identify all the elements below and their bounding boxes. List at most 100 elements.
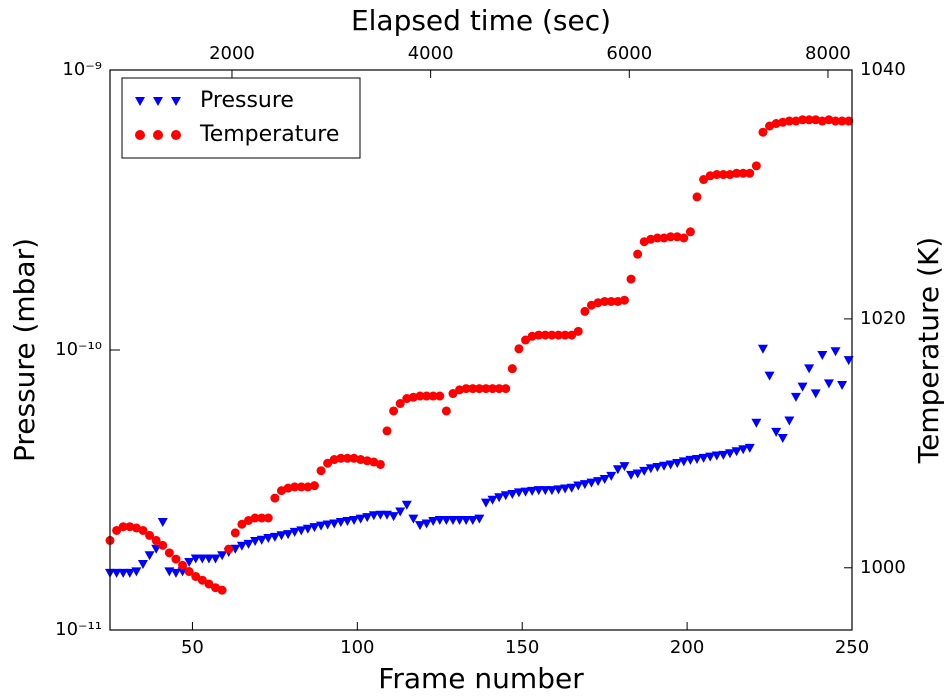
x-tick-label: 50: [181, 637, 204, 658]
pressure-point: [236, 541, 247, 551]
pressure-point: [421, 519, 432, 529]
temperature-point: [712, 170, 722, 180]
pressure-point: [467, 516, 478, 526]
pressure-point: [118, 568, 129, 578]
pressure-point: [744, 443, 755, 453]
temperature-point: [501, 384, 511, 394]
pressure-point: [368, 511, 379, 521]
pressure-point: [480, 498, 491, 508]
pressure-point: [639, 466, 650, 476]
temperature-point: [257, 513, 267, 523]
pressure-point: [137, 560, 148, 570]
temperature-point: [224, 544, 234, 554]
temperature-point: [197, 575, 207, 585]
pressure-point: [210, 554, 221, 564]
pressure-point: [243, 539, 254, 549]
pressure-point: [586, 478, 597, 488]
temperature-point: [171, 554, 181, 564]
temperature-point: [237, 519, 247, 529]
pressure-point: [342, 517, 353, 527]
pressure-point: [764, 371, 775, 381]
y-tick-label: 10⁻¹¹: [55, 619, 102, 640]
pressure-point: [447, 516, 458, 526]
pressure-point: [619, 462, 630, 472]
pressure-point: [395, 507, 406, 517]
pressure-point: [263, 534, 274, 544]
pressure-point: [355, 514, 366, 524]
temperature-point: [560, 330, 570, 340]
temperature-point: [422, 391, 432, 401]
pressure-point: [487, 495, 498, 505]
y2-tick-label: 1040: [860, 59, 906, 80]
pressure-point: [296, 526, 307, 536]
temperature-point: [178, 560, 188, 570]
temperature-point: [468, 384, 478, 394]
pressure-point: [546, 486, 557, 496]
temperature-point: [164, 548, 174, 558]
temperature-point: [567, 330, 577, 340]
pressure-point: [408, 514, 419, 524]
y2-tick-label: 1020: [860, 308, 906, 329]
legend-marker: [135, 97, 181, 106]
pressure-point: [652, 463, 663, 473]
pressure-point: [250, 536, 261, 546]
legend-marker: [153, 130, 163, 140]
temperature-point: [342, 453, 352, 463]
temperature-point: [435, 391, 445, 401]
pressure-point: [322, 520, 333, 530]
temperature-point: [296, 482, 306, 492]
pressure-point: [349, 516, 360, 526]
pressure-point: [731, 447, 742, 457]
x2-tick-label: 8000: [805, 43, 851, 64]
temperature-point: [290, 482, 300, 492]
pressure-point: [316, 521, 327, 531]
temperature-point: [580, 306, 590, 316]
pressure-point: [599, 475, 610, 485]
temperature-point: [151, 535, 161, 545]
pressure-point: [401, 500, 412, 510]
temperature-point: [652, 233, 662, 243]
pressure-point: [645, 464, 656, 474]
temperature-point: [619, 295, 629, 305]
pressure-point: [256, 535, 267, 545]
legend-marker: [171, 130, 181, 140]
temperature-point: [415, 391, 425, 401]
temperature-point: [514, 344, 524, 354]
pressure-point: [817, 350, 828, 360]
temperature-point: [844, 116, 854, 126]
temperature-point: [204, 579, 214, 589]
pressure-point: [203, 554, 214, 564]
pressure-point: [837, 380, 848, 390]
pressure-point: [157, 518, 168, 528]
temperature-point: [738, 168, 748, 178]
pressure-point: [111, 568, 122, 578]
temperature-point: [250, 513, 260, 523]
temperature-point: [699, 175, 709, 185]
temperature-point: [481, 384, 491, 394]
temperature-point: [573, 326, 583, 336]
pressure-point: [170, 568, 181, 578]
temperature-point: [718, 170, 728, 180]
pressure-point: [434, 516, 445, 526]
pressure-point: [659, 461, 670, 471]
y2-axis-label: Temperature (K): [912, 237, 945, 464]
pressure-point: [388, 512, 399, 522]
pressure-point: [566, 483, 577, 493]
pressure-point: [843, 356, 854, 366]
pressure-point: [362, 513, 373, 523]
pressure-point: [520, 487, 531, 497]
temperature-point: [263, 513, 273, 523]
pressure-point: [276, 531, 287, 541]
temperature-point: [488, 384, 498, 394]
pressure-point: [784, 416, 795, 426]
pressure-point: [626, 470, 637, 480]
pressure-point: [672, 458, 683, 468]
temperature-point: [230, 528, 240, 538]
pressure-point: [751, 418, 762, 428]
pressure-point: [692, 455, 703, 465]
pressure-point: [217, 551, 228, 561]
pressure-point: [757, 344, 768, 354]
pressure-point: [830, 347, 841, 357]
pressure-point: [131, 567, 142, 577]
